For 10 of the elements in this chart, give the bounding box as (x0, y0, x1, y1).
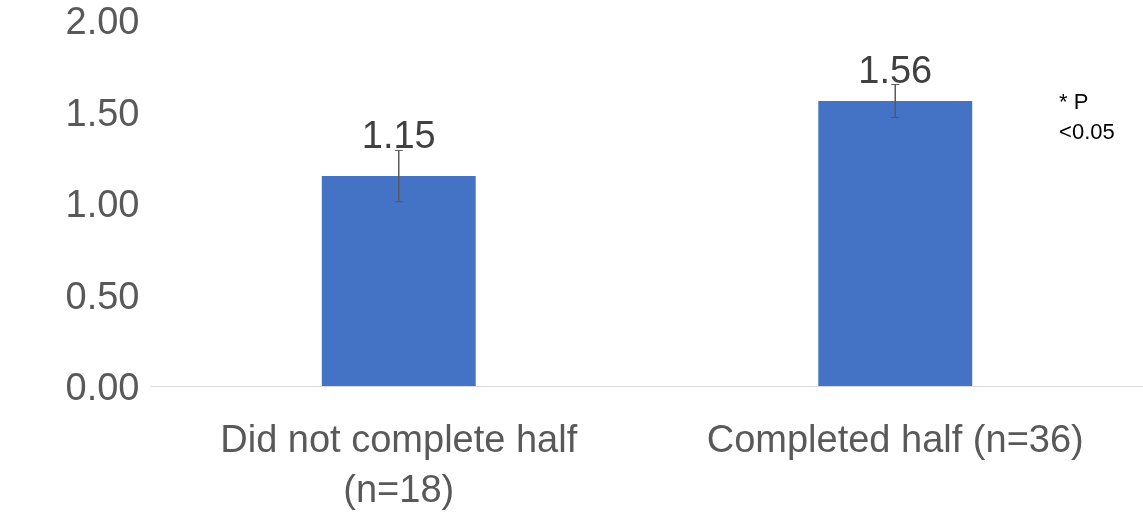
y-tick-label: 2.00 (65, 0, 140, 42)
y-tick-label: 0.50 (65, 274, 140, 317)
y-tick-label: 1.50 (65, 91, 140, 134)
y-tick-label: 1.00 (65, 183, 140, 225)
x-tick-label: Did not complete half (n=18) (220, 417, 578, 510)
data-label: 1.56 (858, 48, 933, 91)
y-tick-label: 0.00 (65, 366, 140, 408)
annotation: * P <0.05 (1059, 88, 1115, 144)
x-tick-label: Completed half (n=36) (706, 417, 1084, 460)
data-label: 1.15 (361, 114, 436, 157)
